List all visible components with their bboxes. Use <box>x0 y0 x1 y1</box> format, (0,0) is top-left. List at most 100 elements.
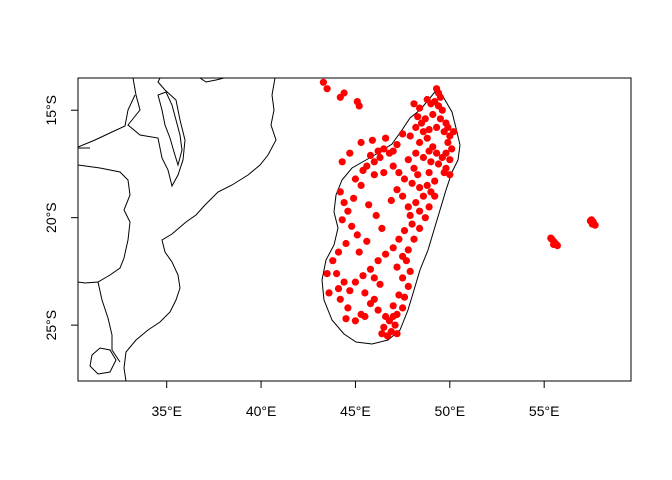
occurrence-point <box>404 156 412 164</box>
occurrence-point <box>419 192 427 200</box>
occurrence-point <box>365 201 373 209</box>
occurrence-point <box>378 330 386 338</box>
occurrence-point <box>410 235 418 243</box>
occurrence-point <box>351 278 359 286</box>
occurrence-point <box>348 222 356 230</box>
occurrence-point <box>370 171 378 179</box>
occurrence-point <box>376 280 384 288</box>
occurrence-point <box>357 138 365 147</box>
occurrence-point <box>393 186 401 194</box>
occurrence-point <box>399 304 407 312</box>
occurrence-point <box>410 164 418 172</box>
occurrence-point <box>406 211 414 220</box>
occurrence-point <box>436 93 444 101</box>
occurrence-point <box>431 177 439 185</box>
occurrence-point <box>395 169 403 177</box>
occurrence-point <box>393 330 401 338</box>
occurrence-point <box>416 104 424 112</box>
occurrence-point <box>410 100 418 108</box>
y-tick-label: 20°S <box>43 202 59 233</box>
occurrence-point <box>374 306 382 314</box>
mozambique-coast <box>123 78 277 381</box>
occurrence-point <box>406 132 414 140</box>
occurrence-point <box>408 220 416 228</box>
occurrence-point <box>416 207 424 215</box>
lake-malawi <box>157 91 183 167</box>
occurrence-point <box>425 169 433 177</box>
occurrence-point <box>376 153 384 162</box>
occurrence-point <box>547 234 555 242</box>
occurrence-point <box>404 203 412 211</box>
occurrence-point <box>344 207 352 215</box>
occurrence-point <box>359 272 367 280</box>
south-africa-border <box>97 281 121 363</box>
occurrence-point <box>389 302 397 310</box>
occurrence-point <box>400 293 409 301</box>
occurrence-point <box>414 171 422 179</box>
occurrence-point <box>586 217 595 225</box>
occurrence-point <box>416 184 424 192</box>
occurrence-point <box>361 312 369 321</box>
occurrence-point <box>550 240 558 249</box>
occurrence-point <box>380 169 388 177</box>
occurrence-point <box>416 224 424 232</box>
occurrence-point <box>333 270 341 278</box>
occurrence-point <box>378 224 386 232</box>
occurrence-point <box>419 153 427 162</box>
occurrence-point <box>425 147 433 155</box>
occurrence-point <box>323 85 331 93</box>
occurrence-point <box>389 162 397 170</box>
occurrence-point <box>450 128 458 136</box>
occurrence-point <box>416 138 424 147</box>
occurrence-point <box>444 123 452 131</box>
occurrence-point <box>448 145 456 153</box>
occurrence-point <box>350 194 358 202</box>
occurrence-point <box>433 123 441 131</box>
occurrence-point <box>436 115 444 123</box>
occurrence-point <box>340 199 348 207</box>
occurrence-point <box>334 248 343 256</box>
zambia-border <box>78 94 136 148</box>
occurrence-point <box>393 141 401 149</box>
tanzania-coast <box>199 78 225 83</box>
occurrence-point <box>372 211 380 220</box>
occurrence-point <box>391 321 399 329</box>
x-axis: 35°E 40°E 45°E 50°E 55°E <box>151 381 559 419</box>
occurrence-point <box>423 181 431 189</box>
occurrence-point <box>395 291 403 299</box>
occurrence-point <box>412 149 420 157</box>
occurrence-point <box>440 169 448 177</box>
occurrence-point <box>382 250 390 258</box>
occurrence-point <box>363 237 371 245</box>
zimbabwe-border <box>78 164 131 284</box>
occurrence-point <box>370 295 378 303</box>
occurrence-point <box>446 156 454 164</box>
occurrence-point <box>336 188 344 196</box>
occurrence-point <box>342 239 350 248</box>
occurrence-point <box>355 248 363 256</box>
occurrence-point <box>434 160 443 168</box>
occurrence-point <box>353 231 361 239</box>
occurrence-point <box>351 175 359 183</box>
occurrence-point <box>399 274 407 282</box>
occurrence-point <box>399 192 407 200</box>
occurrence-point <box>370 158 378 166</box>
occurrence-point <box>353 98 361 106</box>
occurrence-point <box>359 166 367 174</box>
occurrence-point <box>380 145 388 153</box>
occurrence-point <box>400 175 409 183</box>
occurrence-point <box>400 227 409 235</box>
x-tick-label: 40°E <box>246 403 277 419</box>
occurrence-points <box>319 78 599 340</box>
occurrence-point <box>338 216 346 224</box>
occurrence-point <box>374 257 382 265</box>
occurrence-point <box>380 323 388 331</box>
occurrence-point <box>446 171 454 179</box>
occurrence-point <box>393 263 401 271</box>
occurrence-point <box>374 147 382 155</box>
occurrence-point <box>325 289 333 297</box>
occurrence-point <box>429 110 437 119</box>
plot-frame <box>77 77 632 382</box>
occurrence-point <box>319 78 327 86</box>
occurrence-point <box>346 287 354 295</box>
